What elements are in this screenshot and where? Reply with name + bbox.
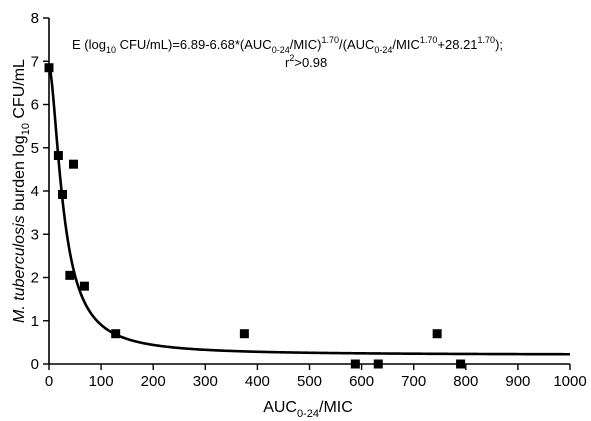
data-point <box>432 329 442 339</box>
equation-line-2: r2>0.98 <box>285 53 327 70</box>
y-tick-label: 4 <box>31 183 39 200</box>
x-tick-label: 300 <box>193 373 218 390</box>
x-tick-label: 200 <box>141 373 166 390</box>
equation-line-1: E (log10 CFU/mL)=6.89-6.68*(AUC0-24/MIC)… <box>72 35 503 55</box>
x-tick-label: 1000 <box>553 373 586 390</box>
data-point <box>65 270 75 280</box>
data-point <box>111 329 121 339</box>
data-point <box>53 151 63 161</box>
y-tick-label: 2 <box>31 270 39 287</box>
y-axis-title: M. tuberculosis burden log10 CFU/mL <box>11 59 32 323</box>
y-tick-label: 6 <box>31 97 39 114</box>
fitted-curve <box>47 65 570 356</box>
data-point <box>79 281 89 291</box>
data-points <box>44 63 466 369</box>
y-tick-label: 3 <box>31 226 39 243</box>
data-point <box>68 159 78 169</box>
y-tick-label: 7 <box>31 53 39 70</box>
x-tick-label: 0 <box>45 373 53 390</box>
data-point <box>58 189 68 199</box>
y-tick-label: 8 <box>31 10 39 27</box>
y-tick-label: 1 <box>31 313 39 330</box>
x-tick-label: 600 <box>349 373 374 390</box>
x-tick-label: 500 <box>297 373 322 390</box>
y-tick-label: 0 <box>31 356 39 373</box>
x-tick-label: 900 <box>505 373 530 390</box>
x-axis-ticks: 0 100 200 300 400 500 600 700 800 900 1000 <box>45 364 587 390</box>
x-tick-label: 100 <box>89 373 114 390</box>
x-tick-label: 800 <box>453 373 478 390</box>
x-tick-label: 700 <box>401 373 426 390</box>
x-axis-title: AUC0-24/MIC <box>263 399 353 420</box>
y-axis-ticks: 0 1 2 3 4 5 6 7 8 <box>31 10 49 373</box>
x-tick-label: 400 <box>245 373 270 390</box>
y-tick-label: 5 <box>31 140 39 157</box>
data-point <box>239 329 249 339</box>
